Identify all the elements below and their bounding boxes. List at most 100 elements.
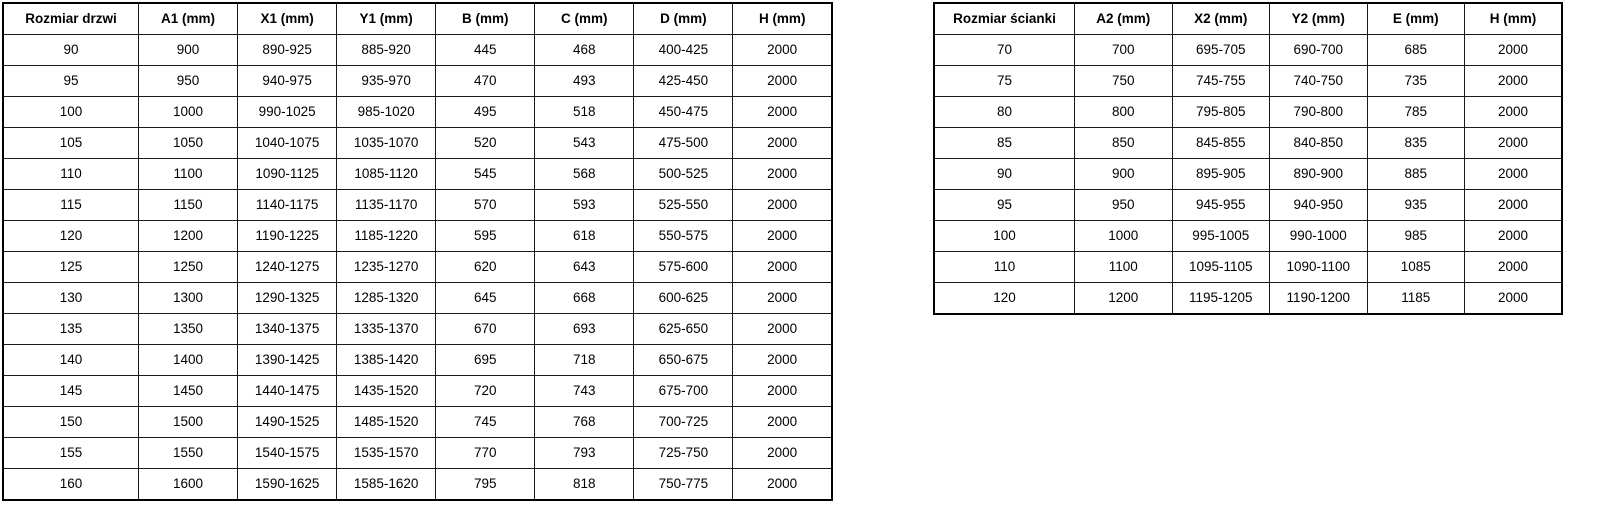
table-cell: 2000 bbox=[1464, 158, 1563, 190]
table-cell: 745 bbox=[435, 406, 536, 438]
table-cell: 835 bbox=[1366, 127, 1465, 159]
table-row: 85 850 845-855 840-850 835 2000 bbox=[933, 127, 1563, 159]
table-cell: 995-1005 bbox=[1171, 220, 1270, 252]
table-cell: 690-700 bbox=[1269, 34, 1368, 66]
table-cell: 750 bbox=[1074, 65, 1173, 97]
table-cell: 885-920 bbox=[336, 34, 437, 66]
table-row: 120 1200 1190-1225 1185-1220 595 618 550-575 20… bbox=[2, 220, 833, 252]
table-cell: 1050 bbox=[137, 127, 239, 159]
table-row: 110 1100 1095-1105 1090-1100 1085 2000 bbox=[933, 251, 1563, 283]
table-cell: 1550 bbox=[137, 437, 239, 469]
table-cell: 1085-1120 bbox=[336, 158, 437, 190]
table-cell: 695 bbox=[435, 344, 536, 376]
table-cell: 950 bbox=[1074, 189, 1173, 221]
table-row: 100 1000 990-1025 985-1020 495 518 450-475 2000 bbox=[2, 96, 833, 128]
table-cell: 768 bbox=[534, 406, 635, 438]
table-cell: 75 bbox=[933, 65, 1075, 97]
table-cell: 618 bbox=[534, 220, 635, 252]
table-cell: 940-950 bbox=[1269, 189, 1368, 221]
table-cell: 1190-1225 bbox=[237, 220, 338, 252]
column-header: B (mm) bbox=[435, 2, 536, 35]
table-cell: 700-725 bbox=[633, 406, 734, 438]
table-cell: 2000 bbox=[732, 96, 833, 128]
table-cell: 2000 bbox=[732, 406, 833, 438]
table-cell: 643 bbox=[534, 251, 635, 283]
table-cell: 120 bbox=[2, 220, 139, 252]
table-cell: 900 bbox=[1074, 158, 1173, 190]
table-cell: 1335-1370 bbox=[336, 313, 437, 345]
table-row: 95 950 945-955 940-950 935 2000 bbox=[933, 189, 1563, 221]
table-cell: 1440-1475 bbox=[237, 375, 338, 407]
table-cell: 740-750 bbox=[1269, 65, 1368, 97]
table-row: 125 1250 1240-1275 1235-1270 620 643 575-600 20… bbox=[2, 251, 833, 283]
table-cell: 850 bbox=[1074, 127, 1173, 159]
table-cell: 1040-1075 bbox=[237, 127, 338, 159]
table-cell: 790-800 bbox=[1269, 96, 1368, 128]
table-row: 90 900 890-925 885-920 445 468 400-425 2000 bbox=[2, 34, 833, 66]
table-cell: 1135-1170 bbox=[336, 189, 437, 221]
table-cell: 1195-1205 bbox=[1171, 282, 1270, 315]
table-cell: 1140-1175 bbox=[237, 189, 338, 221]
table-cell: 840-850 bbox=[1269, 127, 1368, 159]
table-cell: 95 bbox=[933, 189, 1075, 221]
table-cell: 990-1000 bbox=[1269, 220, 1368, 252]
table-cell: 145 bbox=[2, 375, 139, 407]
table-row: 150 1500 1490-1525 1485-1520 745 768 700-725 20… bbox=[2, 406, 833, 438]
column-header: A2 (mm) bbox=[1074, 2, 1173, 35]
table-cell: 543 bbox=[534, 127, 635, 159]
table-cell: 95 bbox=[2, 65, 139, 97]
table-cell: 105 bbox=[2, 127, 139, 159]
column-header: A1 (mm) bbox=[137, 2, 239, 35]
table-cell: 518 bbox=[534, 96, 635, 128]
table-cell: 1450 bbox=[137, 375, 239, 407]
table-cell: 890-925 bbox=[237, 34, 338, 66]
table-cell: 1000 bbox=[1074, 220, 1173, 252]
table-cell: 2000 bbox=[1464, 127, 1563, 159]
table-cell: 90 bbox=[933, 158, 1075, 190]
table-cell: 1600 bbox=[137, 468, 239, 501]
column-header: Rozmiar drzwi bbox=[2, 2, 139, 35]
table-cell: 600-625 bbox=[633, 282, 734, 314]
table-cell: 885 bbox=[1366, 158, 1465, 190]
table-cell: 1000 bbox=[137, 96, 239, 128]
table-cell: 2000 bbox=[732, 375, 833, 407]
table-cell: 130 bbox=[2, 282, 139, 314]
table-cell: 770 bbox=[435, 437, 536, 469]
table-cell: 2000 bbox=[732, 344, 833, 376]
table-cell: 525-550 bbox=[633, 189, 734, 221]
table-row: 135 1350 1340-1375 1335-1370 670 693 625-650 20… bbox=[2, 313, 833, 345]
table-cell: 445 bbox=[435, 34, 536, 66]
table-row: 100 1000 995-1005 990-1000 985 2000 bbox=[933, 220, 1563, 252]
table-cell: 718 bbox=[534, 344, 635, 376]
table-cell: 900 bbox=[137, 34, 239, 66]
table-cell: 1290-1325 bbox=[237, 282, 338, 314]
table-cell: 1095-1105 bbox=[1171, 251, 1270, 283]
table-cell: 620 bbox=[435, 251, 536, 283]
table-cell: 675-700 bbox=[633, 375, 734, 407]
table-cell: 2000 bbox=[732, 158, 833, 190]
table-cell: 845-855 bbox=[1171, 127, 1270, 159]
table-cell: 115 bbox=[2, 189, 139, 221]
table-cell: 818 bbox=[534, 468, 635, 501]
table-cell: 1200 bbox=[137, 220, 239, 252]
wall-size-table: Rozmiar ścianki A2 (mm) X2 (mm) Y2 (mm) E (m… bbox=[933, 2, 1563, 315]
table-cell: 745-755 bbox=[1171, 65, 1270, 97]
table-cell: 950 bbox=[137, 65, 239, 97]
table-cell: 1035-1070 bbox=[336, 127, 437, 159]
table-row: 75 750 745-755 740-750 735 2000 bbox=[933, 65, 1563, 97]
table-cell: 2000 bbox=[732, 437, 833, 469]
table-cell: 743 bbox=[534, 375, 635, 407]
table-cell: 1090-1100 bbox=[1269, 251, 1368, 283]
table-cell: 2000 bbox=[732, 220, 833, 252]
table-cell: 625-650 bbox=[633, 313, 734, 345]
table-cell: 1235-1270 bbox=[336, 251, 437, 283]
table-cell: 720 bbox=[435, 375, 536, 407]
table-cell: 1200 bbox=[1074, 282, 1173, 315]
table-cell: 1100 bbox=[137, 158, 239, 190]
table-cell: 700 bbox=[1074, 34, 1173, 66]
table-cell: 470 bbox=[435, 65, 536, 97]
table-cell: 493 bbox=[534, 65, 635, 97]
table-cell: 1185 bbox=[1366, 282, 1465, 315]
column-header: C (mm) bbox=[534, 2, 635, 35]
table-cell: 85 bbox=[933, 127, 1075, 159]
